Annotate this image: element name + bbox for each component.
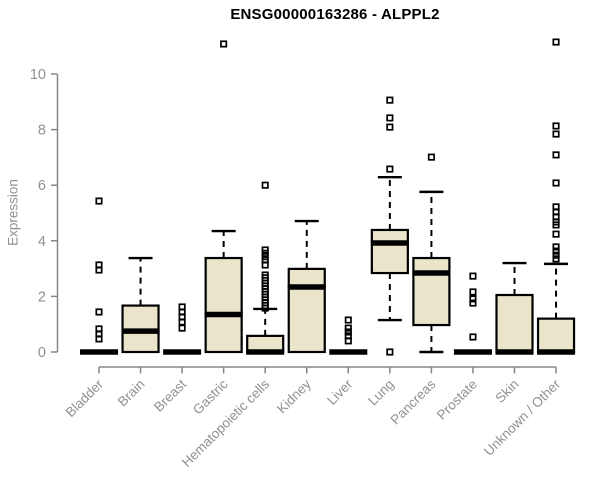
outlier-point [469, 272, 477, 280]
box-group [204, 40, 243, 354]
x-tick-label: Liver [324, 376, 356, 408]
outlier-point [261, 304, 269, 312]
box-group [495, 261, 534, 355]
outlier-point [552, 38, 560, 46]
box-group [287, 219, 326, 354]
y-tick-label: 0 [38, 345, 46, 361]
y-tick-label: 2 [38, 289, 46, 305]
outlier-point [552, 247, 560, 255]
box-group [163, 303, 202, 355]
outlier-point [95, 266, 103, 274]
outlier-point [427, 153, 435, 161]
outlier-point [95, 335, 103, 343]
outlier-point [386, 114, 394, 122]
box-group [121, 256, 160, 354]
y-tick-label: 10 [30, 67, 46, 83]
chart-title: ENSG00000163286 - ALPPL2 [230, 6, 440, 23]
outlier-point [344, 328, 352, 336]
y-tick-label: 8 [38, 123, 46, 139]
x-tick-label: Breast [151, 376, 189, 414]
outlier-point [552, 122, 560, 130]
outlier-point [344, 324, 352, 332]
outlier-point [469, 288, 477, 296]
outlier-point [386, 123, 394, 131]
outlier-point [220, 40, 228, 48]
outlier-point [178, 318, 186, 326]
outlier-point [386, 96, 394, 104]
outlier-point [386, 165, 394, 173]
outlier-point [552, 151, 560, 159]
x-tick-label: Pancreas [388, 376, 439, 427]
outlier-point [95, 197, 103, 205]
x-tick-label: Unknown / Other [481, 376, 564, 459]
y-tick-label: 6 [38, 178, 46, 194]
outlier-point [552, 130, 560, 138]
outlier-point [261, 181, 269, 189]
x-tick-label: Brain [115, 377, 148, 410]
x-tick-label: Prostate [434, 377, 480, 423]
x-tick-label: Gastric [190, 376, 231, 417]
box-group [536, 38, 576, 355]
outlier-point [344, 316, 352, 324]
outlier-point [469, 333, 477, 341]
box-group [453, 272, 492, 355]
outlier-point [261, 261, 269, 269]
outlier-point [552, 255, 560, 263]
y-tick-label: 4 [38, 234, 46, 250]
outlier-point [552, 251, 560, 259]
x-tick-label: Bladder [63, 376, 107, 420]
box-group [329, 316, 368, 355]
outlier-point [178, 324, 186, 332]
outlier-point [386, 348, 394, 356]
outlier-point [469, 295, 477, 303]
outlier-point [469, 299, 477, 307]
box-group [370, 96, 409, 356]
outlier-point [552, 179, 560, 187]
box-group [246, 181, 285, 355]
x-tick-label: Skin [492, 377, 521, 406]
outlier-point [95, 308, 103, 316]
outlier-point [552, 243, 560, 251]
y-axis: 0 2 4 6 8 10 [30, 67, 59, 361]
outlier-point [552, 230, 560, 238]
box-group [80, 197, 118, 355]
box-group [412, 153, 451, 354]
x-tick-label: Lung [365, 377, 397, 409]
outlier-point [344, 337, 352, 345]
outlier-point [552, 221, 560, 229]
x-tick-label: Kidney [274, 376, 314, 416]
